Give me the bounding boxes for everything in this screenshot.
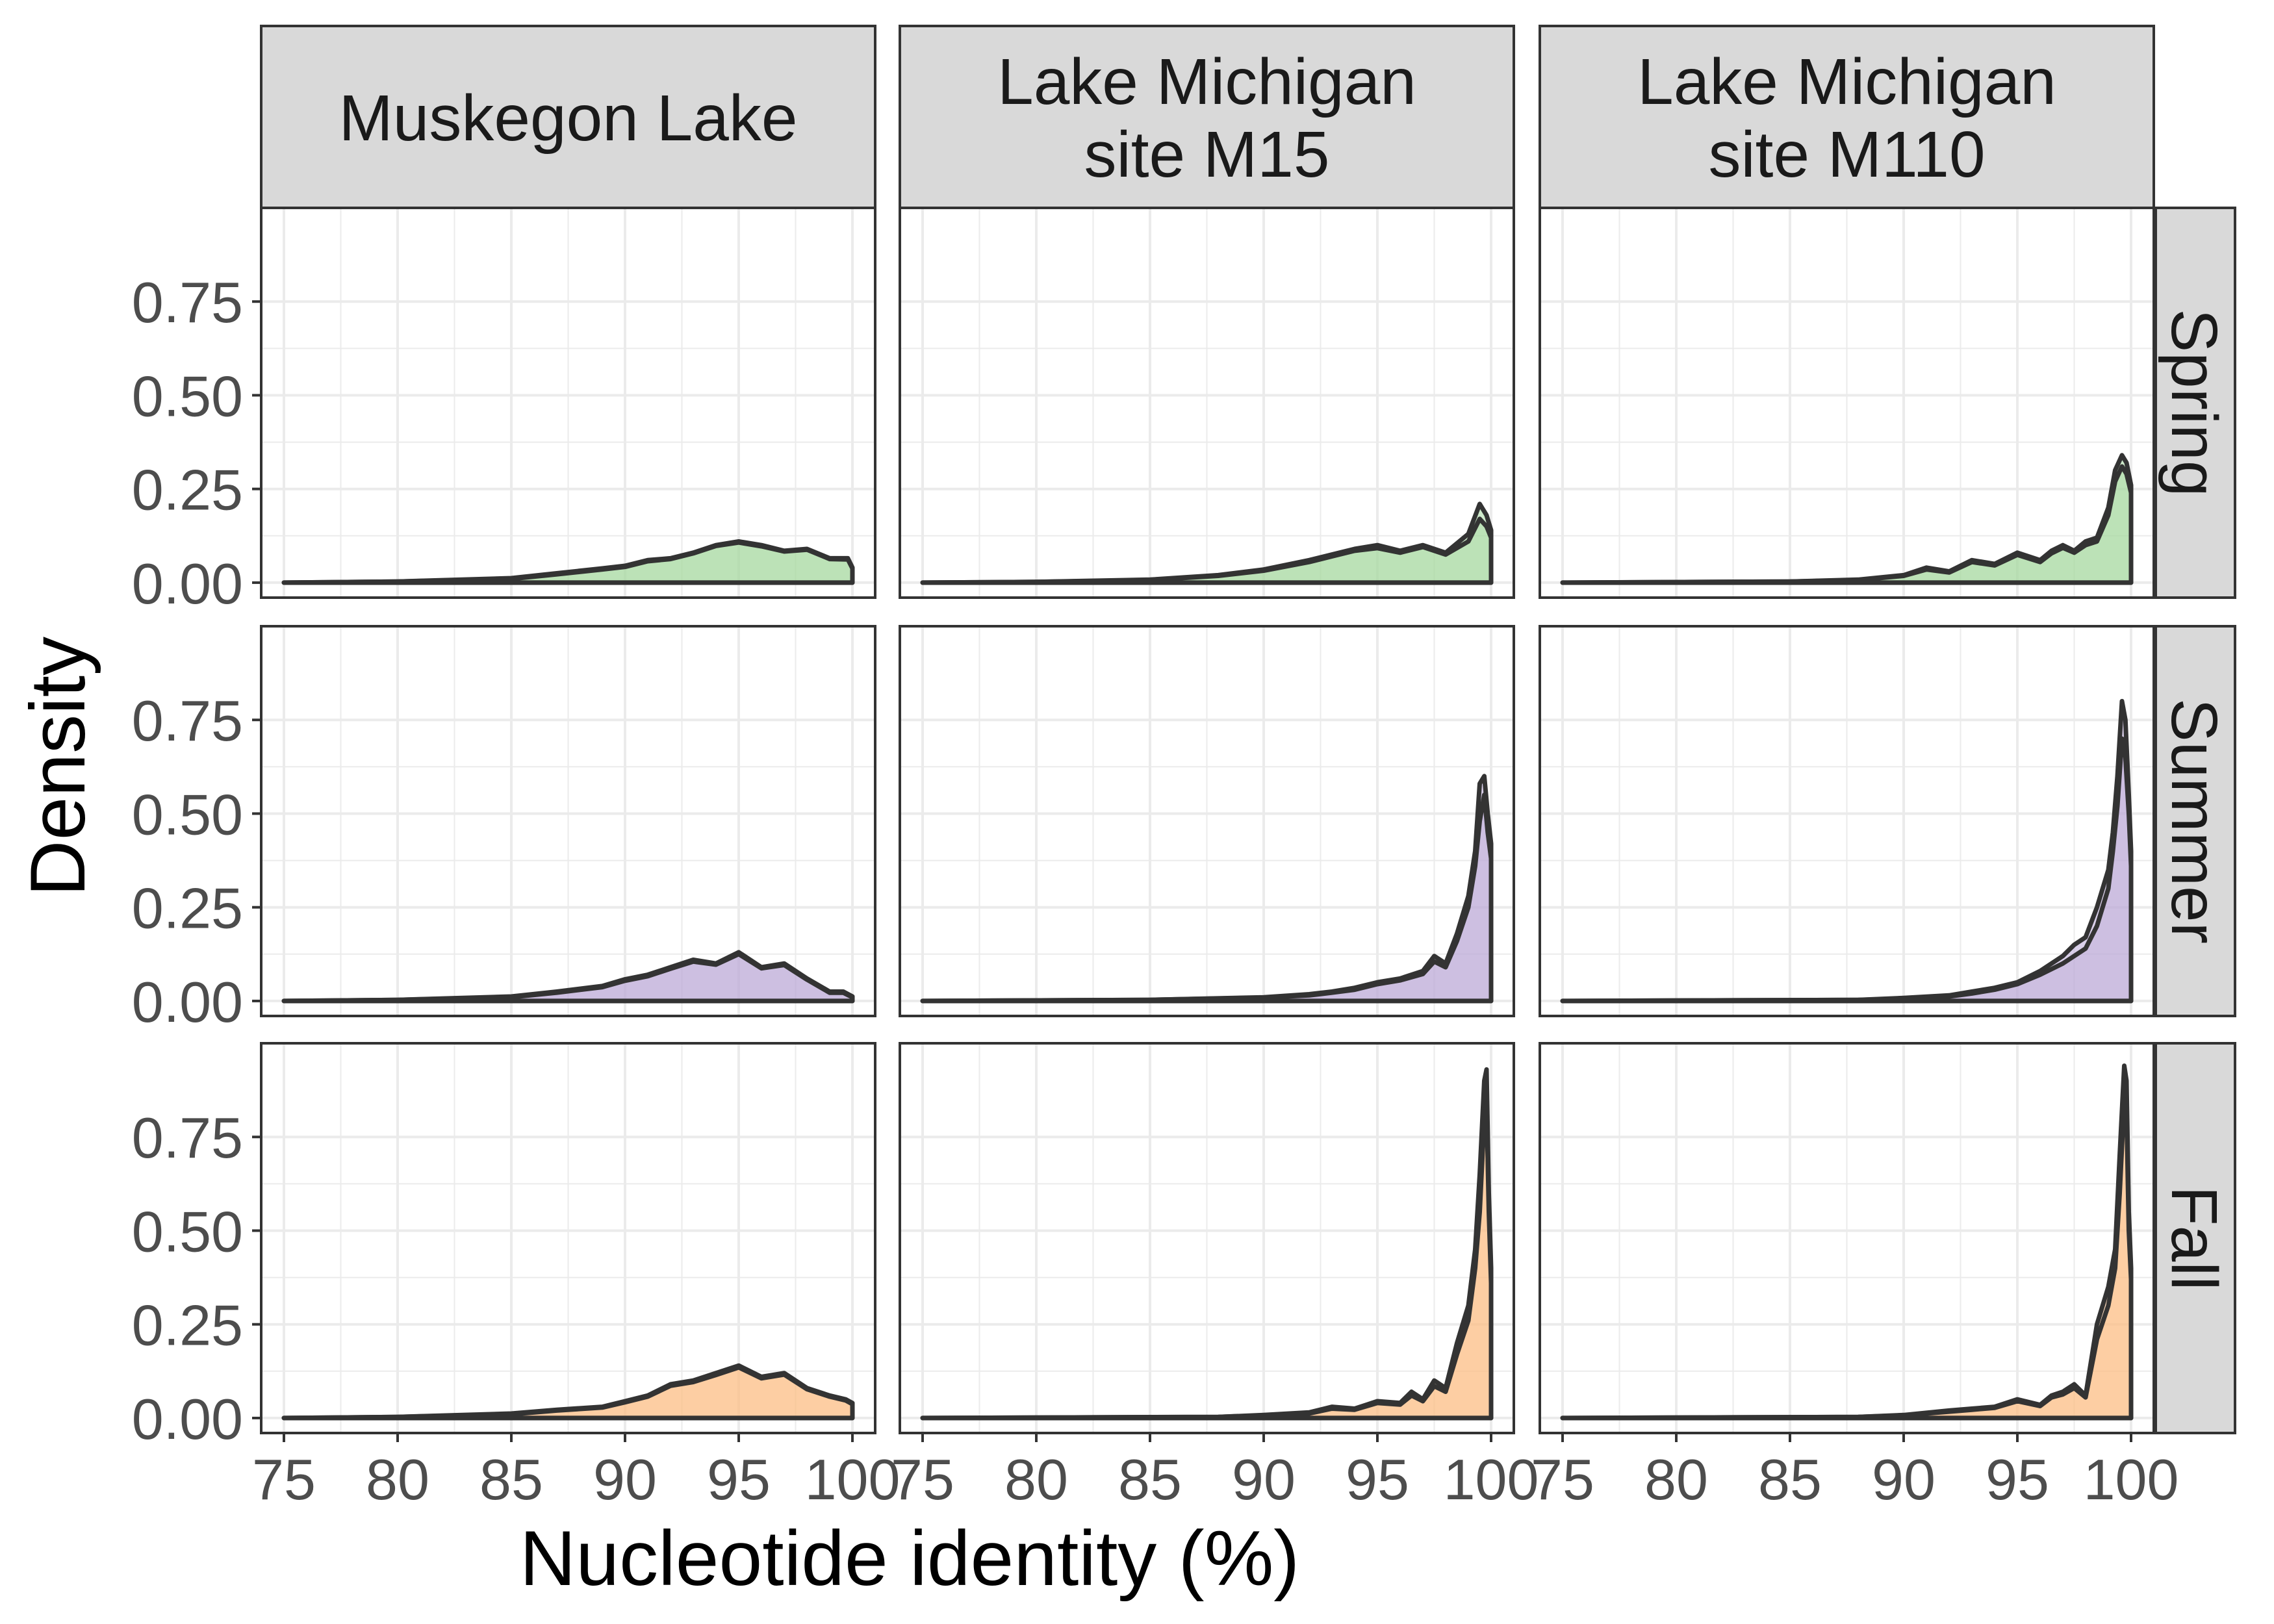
panel-border	[899, 625, 1515, 1017]
column-strip-label: Lake Michigan	[1637, 45, 2056, 118]
strip-background	[260, 25, 876, 209]
row-strip-label: Spring	[2158, 309, 2230, 496]
density-area-spring-1	[281, 540, 855, 585]
panel-1-1	[899, 625, 1515, 1017]
x-tick-label: 90	[1232, 1447, 1296, 1512]
column-strip-0: Muskegon Lake	[260, 25, 876, 209]
x-tick-label: 75	[252, 1447, 316, 1512]
y-tick-label: 0.50	[132, 1199, 243, 1263]
strip-background	[2154, 1042, 2236, 1434]
density-area-spring-1	[920, 516, 1494, 585]
density-area-summer-1	[920, 793, 1494, 1004]
x-tick-label: 90	[593, 1447, 657, 1512]
strip-background	[1539, 25, 2155, 209]
column-strip-label: site M110	[1708, 118, 1985, 191]
panel-border	[1539, 1042, 2155, 1434]
strip-background	[899, 25, 1515, 209]
row-strip-fall: Fall	[2154, 1042, 2236, 1434]
row-strip-label: Summer	[2158, 698, 2230, 944]
x-tick-label: 85	[1118, 1447, 1182, 1512]
panel-2-1	[899, 1042, 1515, 1434]
x-tick-label: 75	[891, 1447, 954, 1512]
y-tick-label: 0.75	[132, 689, 243, 753]
y-tick-label: 0.75	[132, 1106, 243, 1170]
x-tick-label: 90	[1872, 1447, 1935, 1512]
panel-1-2	[1539, 625, 2155, 1017]
x-tick-label: 75	[1531, 1447, 1594, 1512]
strip-background	[2154, 207, 2236, 599]
panel-2-2	[1539, 1042, 2155, 1434]
panel-0-0	[260, 207, 876, 599]
panel-border	[260, 1042, 876, 1434]
panel-border	[260, 625, 876, 1017]
y-tick-label: 0.00	[132, 552, 243, 616]
x-tick-label: 80	[366, 1447, 429, 1512]
row-strip-summer: Summer	[2154, 625, 2236, 1017]
column-strip-label: site M15	[1084, 118, 1330, 191]
y-tick-label: 0.50	[132, 364, 243, 428]
x-tick-label: 100	[805, 1447, 901, 1512]
y-tick-label: 0.25	[132, 876, 243, 941]
panel-0-1	[899, 207, 1515, 599]
density-area-fall-1	[281, 1365, 855, 1421]
y-tick-label: 0.75	[132, 270, 243, 335]
y-axis-title: Density	[14, 637, 101, 896]
panel-1-0	[260, 625, 876, 1017]
density-area-fall-1	[920, 1100, 1494, 1421]
x-tick-label: 85	[1758, 1447, 1822, 1512]
y-tick-label: 0.00	[132, 1387, 243, 1451]
axes-layer: 0.00 0.25 0.50 0.75 0.00 0.25 0.50 0.75 0.00 0.25…	[132, 270, 2179, 1512]
panel-0-2	[1539, 207, 2155, 599]
strip-background	[2154, 625, 2236, 1017]
x-tick-label: 100	[1444, 1447, 1539, 1512]
panel-border	[899, 1042, 1515, 1434]
column-strip-label: Muskegon Lake	[339, 82, 797, 155]
x-tick-label: 100	[2084, 1447, 2179, 1512]
panels-layer	[260, 207, 2155, 1434]
density-area-fall-1	[1560, 1097, 2134, 1421]
row-strip-spring: Spring	[2154, 207, 2236, 599]
column-strip-label: Lake Michigan	[997, 45, 1416, 118]
y-tick-label: 0.00	[132, 970, 243, 1034]
x-tick-label: 80	[1644, 1447, 1708, 1512]
x-tick-label: 95	[1986, 1447, 2049, 1512]
x-tick-label: 80	[1004, 1447, 1068, 1512]
y-tick-label: 0.50	[132, 782, 243, 846]
x-tick-label: 95	[1346, 1447, 1409, 1512]
panel-border	[1539, 625, 2155, 1017]
density-area-spring-1	[1560, 464, 2134, 585]
x-tick-label: 85	[479, 1447, 543, 1512]
y-tick-label: 0.25	[132, 458, 243, 522]
x-tick-label: 95	[707, 1447, 771, 1512]
density-area-summer-1	[1560, 736, 2134, 1004]
panel-2-0	[260, 1042, 876, 1434]
y-tick-label: 0.25	[132, 1293, 243, 1358]
density-area-summer-1	[281, 952, 855, 1004]
x-axis-title: Nucleotide identity (%)	[520, 1515, 1300, 1602]
row-strip-label: Fall	[2158, 1186, 2230, 1290]
